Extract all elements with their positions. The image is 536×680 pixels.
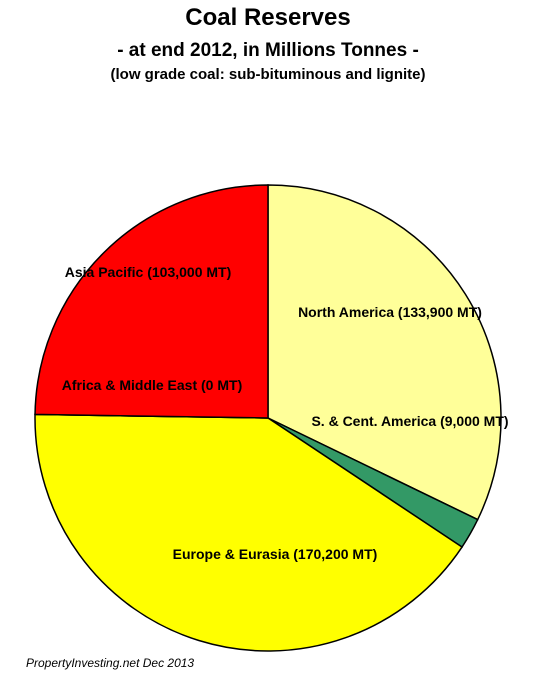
chart-title: Coal Reserves (185, 4, 351, 31)
pie-slice (34, 413, 464, 652)
chart-note: (low grade coal: sub-bituminous and lign… (110, 66, 426, 83)
pie-slice (34, 184, 269, 419)
source: PropertyInvesting.net Dec 2013 (26, 656, 195, 670)
data-label: S. & Cent. America (9,000 MT) (311, 413, 509, 429)
data-label: Asia Pacific (103,000 MT) (64, 264, 232, 280)
pie-slice (267, 184, 502, 521)
data-label: Europe & Eurasia (170,200 MT) (172, 546, 378, 562)
data-label: Africa & Middle East (0 MT) (61, 377, 243, 393)
data-label: North America (133,900 MT) (298, 304, 482, 320)
chart-subtitle: - at end 2012, in Millions Tonnes - (117, 40, 419, 61)
